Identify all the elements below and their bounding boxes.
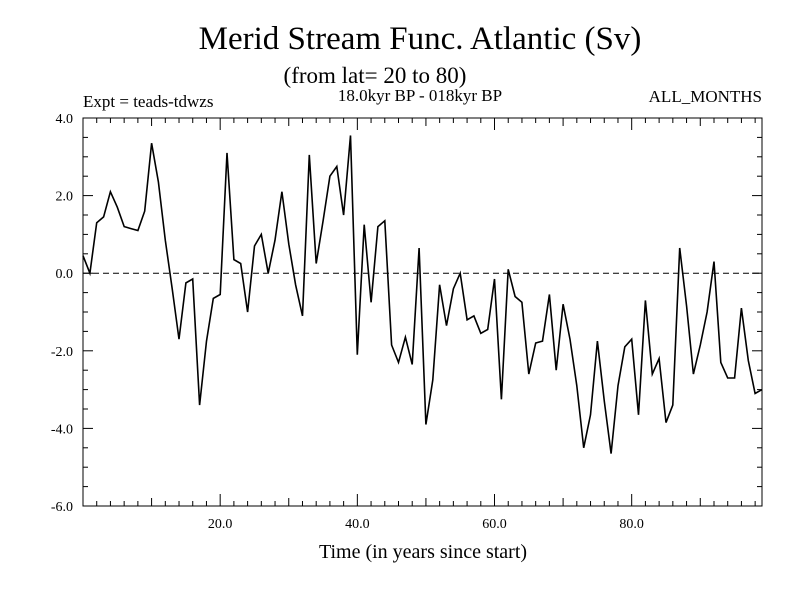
y-tick-label: 4.0	[56, 112, 74, 127]
y-tick-label: -4.0	[51, 422, 73, 437]
period-label: 18.0kyr BP - 018kyr BP	[338, 86, 502, 105]
y-tick-label: 2.0	[56, 190, 74, 205]
plot-frame	[82, 117, 763, 507]
x-axis-title: Time (in years since start)	[319, 541, 527, 563]
x-tick-label: 20.0	[208, 517, 233, 532]
x-tick-label: 40.0	[345, 517, 370, 532]
chart-title: Merid Stream Func. Atlantic (Sv)	[199, 21, 642, 57]
expt-label: Expt = teads-tdwzs	[83, 92, 213, 111]
ticks-layer	[83, 117, 762, 507]
x-tick-label: 80.0	[619, 517, 644, 532]
data-series-line	[82, 135, 763, 454]
tick-labels-layer: 4.0 2.0 0.0 -2.0 -4.0 -6.0 20.0 40.0 60.0 80.0	[51, 112, 644, 532]
y-tick-label: -6.0	[51, 500, 73, 515]
y-tick-label: -2.0	[51, 345, 73, 360]
chart-subtitle: (from lat= 20 to 80)	[284, 63, 467, 88]
y-tick-label: 0.0	[56, 267, 74, 282]
x-tick-label: 60.0	[482, 517, 507, 532]
months-label: ALL_MONTHS	[649, 87, 762, 106]
